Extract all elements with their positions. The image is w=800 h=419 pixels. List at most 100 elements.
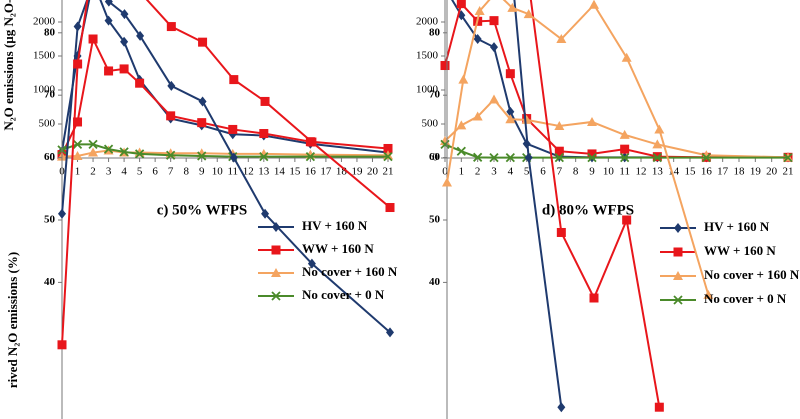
y-axis-label: N₂O emissions (µg N₂O-N [1, 0, 16, 131]
y-tick-label: 500 [422, 118, 439, 130]
x-tick-label: 19 [351, 166, 363, 178]
y-tick-label: 80 [429, 26, 441, 38]
y-tick-label: 1500 [416, 50, 439, 62]
series-line [61, 0, 391, 334]
x-tick-label: 17 [717, 166, 729, 178]
x-tick-label: 11 [619, 166, 630, 178]
marker [135, 78, 145, 88]
marker [383, 152, 393, 162]
marker [259, 152, 269, 162]
marker [104, 0, 113, 7]
marker [305, 152, 316, 162]
y-tick-label: 500 [39, 118, 56, 130]
marker [489, 94, 499, 104]
x-tick-label: 8 [183, 166, 189, 178]
marker [703, 289, 714, 299]
marker [505, 69, 515, 79]
marker [120, 36, 129, 47]
marker [88, 139, 98, 150]
x-tick-label: 18 [336, 166, 348, 178]
x-tick-label: 5 [524, 166, 530, 178]
legend-label: HV + 160 N [302, 218, 368, 233]
x-tick-label: 21 [383, 166, 394, 178]
x-tick-label: 3 [106, 166, 112, 178]
marker [259, 129, 269, 139]
marker [73, 21, 82, 32]
marker [103, 144, 114, 154]
marker [490, 42, 498, 53]
marker [701, 153, 711, 163]
panel: 0500100015002000012345678910111213141516… [1, 0, 394, 178]
series-line [444, 143, 788, 159]
marker [472, 111, 483, 121]
legend-marker [673, 271, 683, 280]
marker [197, 118, 207, 128]
marker [229, 152, 238, 163]
x-tick-label: 19 [750, 166, 762, 178]
x-tick-label: 12 [243, 166, 254, 178]
x-tick-label: 15 [685, 166, 697, 178]
x-tick-label: 9 [589, 166, 595, 178]
x-tick-label: 15 [289, 166, 301, 178]
legend-label: No cover + 0 N [704, 291, 787, 306]
marker [556, 34, 567, 44]
x-tick-label: 1 [459, 166, 465, 178]
marker [654, 124, 665, 134]
marker [652, 153, 662, 163]
x-tick-label: 20 [766, 166, 778, 178]
x-tick-label: 18 [734, 166, 746, 178]
marker [383, 143, 393, 153]
legend-label: No cover + 0 N [302, 287, 385, 302]
marker [385, 203, 395, 213]
marker [228, 124, 238, 134]
x-tick-label: 6 [540, 166, 546, 178]
marker [506, 106, 515, 117]
x-tick-label: 2 [90, 166, 96, 178]
legend-marker [271, 291, 281, 301]
panel-title: d) 80% WFPS [542, 202, 634, 218]
y-tick-label: 50 [44, 214, 56, 226]
legend-marker [673, 295, 683, 305]
marker [307, 258, 316, 269]
marker [167, 80, 176, 91]
x-tick-label: 3 [491, 166, 497, 178]
panel-title: c) 50% WFPS [157, 202, 248, 218]
marker [587, 153, 597, 163]
marker [556, 227, 566, 237]
y-tick-label: 70 [429, 89, 441, 101]
marker [456, 0, 466, 9]
x-tick-label: 17 [320, 166, 332, 178]
marker [166, 111, 176, 121]
marker [507, 2, 518, 12]
marker [456, 146, 466, 156]
marker [229, 75, 239, 85]
y-tick-label: 40 [44, 276, 56, 288]
marker [524, 152, 533, 163]
y-tick-label: 1500 [33, 50, 56, 62]
marker [198, 37, 208, 47]
x-tick-label: 1 [75, 166, 81, 178]
marker [88, 34, 98, 44]
marker [136, 30, 145, 41]
marker [554, 146, 564, 156]
marker [440, 61, 450, 71]
x-tick-label: 8 [573, 166, 579, 178]
series-line [61, 0, 389, 154]
marker [505, 153, 515, 163]
x-tick-label: 20 [367, 166, 379, 178]
y-tick-label: 2000 [33, 16, 56, 28]
marker [489, 16, 499, 26]
x-tick-label: 12 [636, 166, 647, 178]
legend-label: WW + 160 N [704, 243, 776, 258]
marker [505, 114, 516, 124]
x-tick-label: 6 [152, 166, 158, 178]
x-tick-label: 7 [557, 166, 563, 178]
marker [473, 34, 482, 44]
marker [73, 117, 83, 127]
marker [166, 22, 176, 32]
y-tick-label: 0 [433, 152, 439, 164]
marker [73, 59, 83, 69]
marker [440, 139, 450, 150]
